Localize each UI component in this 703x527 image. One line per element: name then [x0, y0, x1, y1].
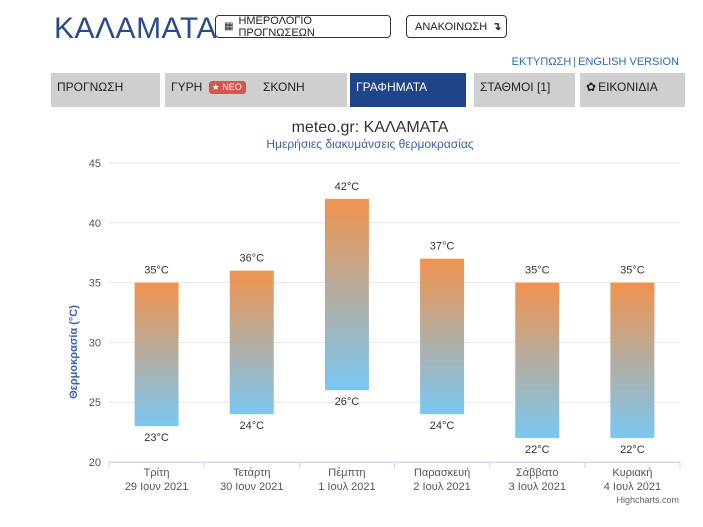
star-icon: ★: [211, 82, 220, 92]
temperature-bar[interactable]: [229, 270, 274, 415]
tab-dust-label: ΣΚΟΝΗ: [263, 80, 305, 94]
temperature-chart: meteo.gr: ΚΑΛΑΜΑΤΑ Ημερήσιες διακυμάνσει…: [0, 110, 703, 527]
y-tick-label: 20: [89, 457, 101, 469]
x-tick-day-label: Πέμπτη: [328, 467, 365, 479]
y-tick-label: 40: [89, 218, 101, 230]
x-tick-date-label: 30 Ιουν 2021: [220, 481, 284, 493]
temperature-bar[interactable]: [420, 258, 465, 415]
y-tick-label: 30: [89, 337, 101, 349]
chart-credits[interactable]: Highcharts.com: [616, 495, 679, 505]
low-temp-label: 23°C: [144, 432, 169, 444]
arrow-down-icon: ↴: [492, 21, 502, 33]
print-link[interactable]: ΕΚΤΥΠΩΣΗ: [511, 56, 572, 68]
forecast-calendar-label: ΗΜΕΡΟΛΟΓΙΟ ΠΡΟΓΝΩΣΕΩΝ: [238, 14, 315, 39]
temperature-bar[interactable]: [515, 282, 560, 439]
city-title: ΚΑΛΑΜΑΤΑ: [54, 12, 217, 45]
link-separator: |: [573, 56, 577, 68]
tab-icons-label: ΕΙΚΟΝΙΔΙΑ: [598, 80, 658, 94]
high-temp-label: 35°C: [144, 265, 169, 277]
x-tick-date-label: 1 Ιουλ 2021: [318, 481, 375, 493]
y-tick-label: 25: [89, 397, 101, 409]
new-badge-label: ΝΕΟ: [222, 82, 242, 92]
top-links: ΕΚΤΥΠΩΣΗ | ENGLISH VERSION: [512, 56, 679, 68]
new-badge: ★ ΝΕΟ: [208, 81, 246, 94]
grid: 20 25 30 35 40 45: [89, 158, 680, 469]
temperature-bar[interactable]: [324, 198, 369, 391]
x-axis: Τρίτη 29 Ιουν 2021 Τετάρτη 30 Ιουν 2021 Πέμπ…: [108, 462, 681, 493]
high-temp-label: 37°C: [430, 241, 455, 253]
high-temp-label: 35°C: [620, 265, 645, 277]
tab-stations[interactable]: ΣΤΑΘΜΟΙ [1]: [474, 73, 575, 107]
announcement-label: ΑΝΑΚΟΙΝΩΣΗ: [415, 20, 488, 33]
tab-graphs-label: ΓΡΑΦΗΜΑΤΑ: [356, 80, 428, 94]
high-temp-label: 42°C: [335, 181, 360, 193]
x-tick-date-label: 4 Ιουλ 2021: [604, 481, 661, 493]
chart-svg: meteo.gr: ΚΑΛΑΜΑΤΑ Ημερήσιες διακυμάνσει…: [68, 119, 681, 505]
x-tick-date-label: 29 Ιουν 2021: [125, 481, 189, 493]
x-tick-day-label: Κυριακή: [612, 467, 652, 479]
bars: [134, 198, 655, 439]
english-version-link[interactable]: ENGLISH VERSION: [578, 56, 679, 68]
x-tick-date-label: 3 Ιουλ 2021: [509, 481, 566, 493]
x-tick-day-label: Τρίτη: [144, 467, 170, 479]
forecast-calendar-button[interactable]: ▦ ΗΜΕΡΟΛΟΓΙΟ ΠΡΟΓΝΩΣΕΩΝ: [215, 14, 391, 39]
data-labels: 35°C 23°C 36°C 24°C 42°C 26°C 37°C 24°C 35°C 22°C…: [144, 181, 644, 456]
tab-forecast[interactable]: ΠΡΟΓΝΩΣΗ: [51, 73, 160, 107]
gear-icon: ✿: [586, 80, 597, 94]
x-tick-day-label: Σάββατο: [516, 467, 558, 479]
low-temp-label: 24°C: [239, 420, 264, 432]
calendar-icon: ▦: [224, 21, 234, 32]
tab-dust[interactable]: ΣΚΟΝΗ: [257, 73, 347, 107]
chart-title: meteo.gr: ΚΑΛΑΜΑΤΑ: [292, 119, 449, 136]
high-temp-label: 36°C: [239, 253, 264, 265]
y-tick-label: 35: [89, 278, 101, 290]
announcement-button[interactable]: ΑΝΑΚΟΙΝΩΣΗ ↴: [406, 15, 507, 38]
tab-stations-label: ΣΤΑΘΜΟΙ [1]: [480, 80, 551, 94]
low-temp-label: 26°C: [335, 396, 360, 408]
x-tick-date-label: 2 Ιουλ 2021: [413, 481, 470, 493]
tab-pollen-label: ΓΥΡΗ: [171, 80, 203, 94]
temperature-bar[interactable]: [134, 282, 179, 427]
low-temp-label: 22°C: [620, 444, 645, 456]
y-tick-label: 45: [89, 158, 101, 170]
chart-subtitle: Ημερήσιες διακυμάνσεις θερμοκρασίας: [266, 137, 473, 151]
x-tick-day-label: Τετάρτη: [233, 467, 271, 479]
low-temp-label: 22°C: [525, 444, 550, 456]
x-tick-day-label: Παρασκευή: [414, 467, 470, 479]
tab-icons[interactable]: ✿ ΕΙΚΟΝΙΔΙΑ: [580, 73, 685, 107]
y-axis-title: Θερμοκρασία (°C): [68, 305, 80, 399]
high-temp-label: 35°C: [525, 265, 550, 277]
low-temp-label: 24°C: [430, 420, 455, 432]
temperature-bar[interactable]: [610, 282, 655, 439]
tab-graphs[interactable]: ΓΡΑΦΗΜΑΤΑ: [350, 73, 466, 107]
tab-forecast-label: ΠΡΟΓΝΩΣΗ: [57, 80, 124, 94]
